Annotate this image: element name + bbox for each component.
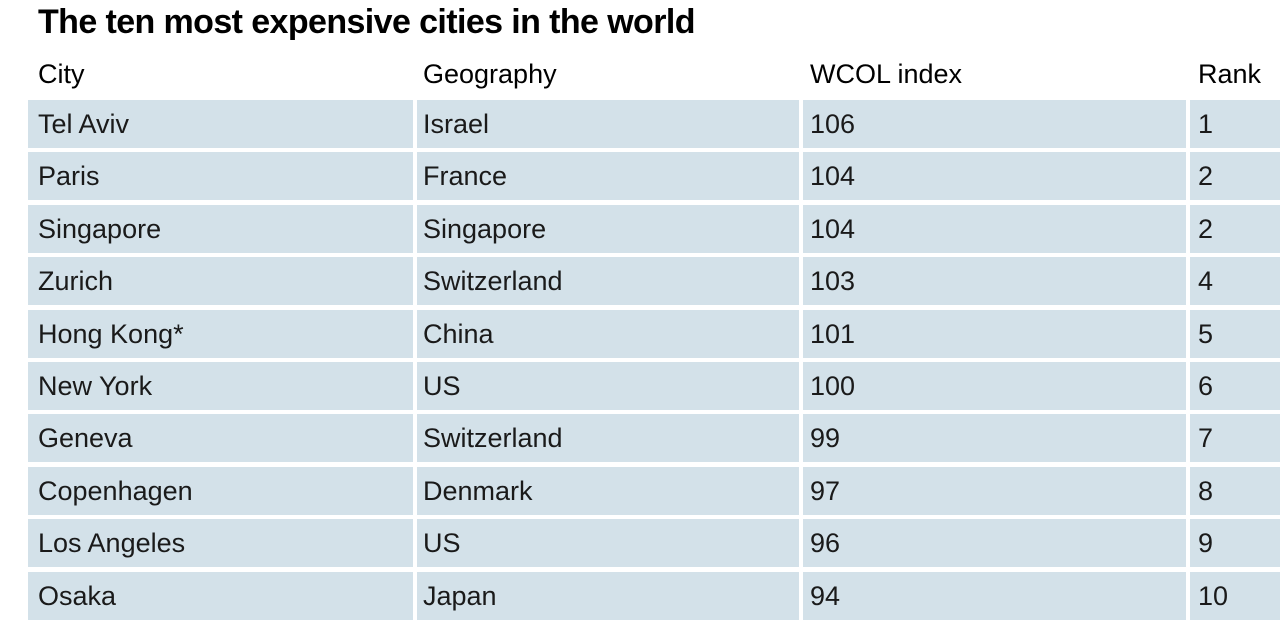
column-divider xyxy=(413,519,417,568)
column-divider xyxy=(413,257,417,306)
column-divider xyxy=(799,309,803,358)
cell-rank: 10 xyxy=(1198,580,1229,611)
cell-city: New York xyxy=(38,370,153,401)
column-divider xyxy=(413,100,417,148)
cell-wcol-index: 104 xyxy=(810,161,856,192)
column-divider xyxy=(1186,257,1190,306)
header-city: City xyxy=(38,59,85,89)
cell-rank: 4 xyxy=(1198,266,1214,297)
column-divider xyxy=(413,466,417,515)
cell-geography: US xyxy=(423,370,461,401)
column-divider xyxy=(799,361,803,410)
cell-geography: France xyxy=(423,161,508,192)
cell-city: Tel Aviv xyxy=(38,109,130,139)
column-divider xyxy=(799,257,803,306)
cell-city: Paris xyxy=(38,161,100,192)
column-divider xyxy=(1186,361,1190,410)
column-divider xyxy=(799,571,803,620)
column-divider xyxy=(413,204,417,253)
cell-city: Singapore xyxy=(38,213,162,244)
cell-geography: Denmark xyxy=(423,475,533,506)
cell-rank: 9 xyxy=(1198,528,1214,559)
cell-city: Hong Kong* xyxy=(38,318,184,349)
cell-geography: Switzerland xyxy=(423,423,563,454)
header-geography: Geography xyxy=(423,59,557,89)
cell-rank: 5 xyxy=(1198,318,1214,349)
table-row: Hong Kong* China 101 5 xyxy=(28,309,1280,358)
column-divider xyxy=(799,204,803,253)
table-row: New York US 100 6 xyxy=(28,361,1280,410)
table-row: Zurich Switzerland 103 4 xyxy=(28,257,1280,306)
column-divider xyxy=(1186,100,1190,148)
cell-wcol-index: 97 xyxy=(810,475,841,506)
column-divider xyxy=(799,100,803,148)
column-divider xyxy=(799,466,803,515)
table-row: Osaka Japan 94 10 xyxy=(28,571,1280,620)
cell-city: Copenhagen xyxy=(38,475,193,506)
column-divider xyxy=(799,152,803,201)
cell-city: Geneva xyxy=(38,423,133,454)
cell-rank: 1 xyxy=(1198,109,1214,139)
header-wcol-index: WCOL index xyxy=(810,59,963,89)
cell-geography: Israel xyxy=(423,109,490,139)
cell-rank: 2 xyxy=(1198,213,1214,244)
table-row: Tel Aviv Israel 106 1 xyxy=(28,100,1280,148)
column-divider xyxy=(1186,309,1190,358)
column-divider xyxy=(1186,414,1190,463)
cell-wcol-index: 100 xyxy=(810,370,856,401)
cell-city: Osaka xyxy=(38,580,117,611)
cell-rank: 7 xyxy=(1198,423,1214,454)
column-divider xyxy=(799,414,803,463)
table-row: Geneva Switzerland 99 7 xyxy=(28,414,1280,463)
header-rank: Rank xyxy=(1198,59,1262,89)
cell-geography: Singapore xyxy=(423,213,547,244)
column-divider xyxy=(413,309,417,358)
cell-wcol-index: 96 xyxy=(810,528,841,559)
column-divider xyxy=(413,361,417,410)
cell-rank: 2 xyxy=(1198,161,1214,192)
column-divider xyxy=(1186,204,1190,253)
table-row: Paris France 104 2 xyxy=(28,152,1280,201)
cell-wcol-index: 106 xyxy=(810,109,856,139)
table-title: The ten most expensive cities in the wor… xyxy=(38,3,695,41)
column-divider xyxy=(413,571,417,620)
cell-wcol-index: 99 xyxy=(810,423,841,454)
cell-wcol-index: 103 xyxy=(810,266,856,297)
cell-geography: US xyxy=(423,528,461,559)
cell-wcol-index: 101 xyxy=(810,318,856,349)
cell-rank: 6 xyxy=(1198,370,1214,401)
table-header: City Geography WCOL index Rank xyxy=(28,50,1280,98)
table-body: Tel Aviv Israel 106 1 Paris France 104 2 Singapo… xyxy=(28,100,1280,624)
cell-wcol-index: 104 xyxy=(810,213,856,244)
cell-city: Los Angeles xyxy=(38,528,186,559)
cell-rank: 8 xyxy=(1198,475,1214,506)
table-row: Singapore Singapore 104 2 xyxy=(28,204,1280,253)
column-divider xyxy=(413,414,417,463)
table-row: Copenhagen Denmark 97 8 xyxy=(28,466,1280,515)
cell-geography: Switzerland xyxy=(423,266,563,297)
column-divider xyxy=(1186,466,1190,515)
column-divider xyxy=(1186,571,1190,620)
cell-geography: Japan xyxy=(423,580,497,611)
cell-city: Zurich xyxy=(38,266,114,297)
column-divider xyxy=(413,152,417,201)
column-divider xyxy=(799,519,803,568)
table-row: Los Angeles US 96 9 xyxy=(28,519,1280,568)
column-divider xyxy=(1186,519,1190,568)
cell-geography: China xyxy=(423,318,494,349)
column-divider xyxy=(1186,152,1190,201)
cell-wcol-index: 94 xyxy=(810,580,841,611)
